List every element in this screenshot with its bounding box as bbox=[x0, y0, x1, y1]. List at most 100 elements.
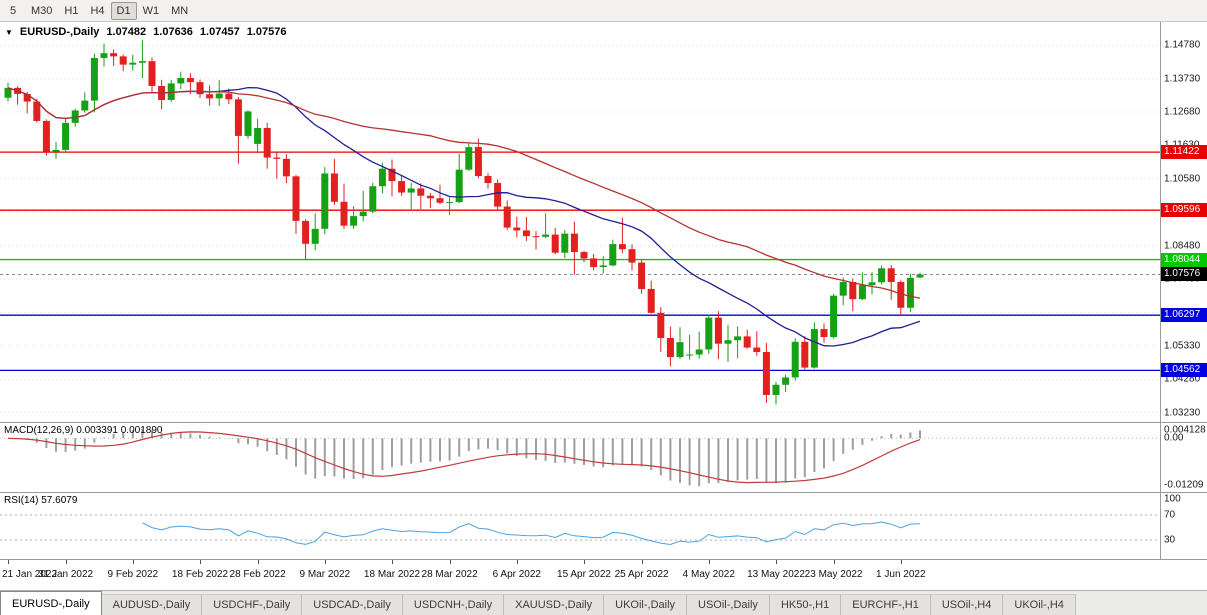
axis-label: 1.14780 bbox=[1164, 39, 1201, 51]
period-button-d1[interactable]: D1 bbox=[110, 1, 137, 20]
axis-label: 1.04280 bbox=[1164, 373, 1201, 385]
date-label: 18 Feb 2022 bbox=[171, 569, 229, 580]
tab-usoil-h4[interactable]: USOil-,H4 bbox=[930, 594, 1004, 615]
ohlc-close: 1.07576 bbox=[246, 26, 287, 38]
date-label: 25 Apr 2022 bbox=[614, 569, 669, 580]
date-tick bbox=[900, 560, 902, 564]
date-label: 28 Feb 2022 bbox=[229, 569, 286, 580]
axis-label: 0.004128 bbox=[1164, 424, 1206, 436]
macd-panel: MACD(12,26,9) 0.003391 0.001890 0.004128… bbox=[0, 422, 1207, 492]
date-tick bbox=[641, 560, 643, 564]
date-tick bbox=[449, 560, 451, 564]
macd-header: MACD(12,26,9) 0.003391 0.001890 bbox=[4, 425, 163, 436]
price-badge: 1.06297 bbox=[1161, 308, 1207, 323]
axis-label: 1.03230 bbox=[1164, 407, 1201, 419]
period-button-m30[interactable]: M30 bbox=[31, 4, 53, 17]
axis-label: 1.08480 bbox=[1164, 240, 1201, 252]
tab-usoil-daily[interactable]: USOil-,Daily bbox=[687, 594, 770, 615]
ohlc-high: 1.07636 bbox=[153, 26, 193, 38]
symbol-dropdown-icon[interactable]: ▼ bbox=[5, 27, 13, 37]
tab-hk50-h1[interactable]: HK50-,H1 bbox=[769, 594, 842, 615]
date-tick bbox=[65, 560, 67, 564]
axis-label: 1.10580 bbox=[1164, 173, 1201, 185]
date-tick bbox=[708, 560, 710, 564]
ohlc-low: 1.07457 bbox=[199, 26, 240, 38]
rsi-chart[interactable] bbox=[0, 493, 1160, 559]
period-button-5[interactable]: 5 bbox=[9, 4, 17, 17]
tab-ukoil-daily[interactable]: UKOil-,Daily bbox=[604, 594, 688, 615]
date-label: 4 May 2022 bbox=[682, 569, 735, 580]
date-tick bbox=[776, 560, 777, 564]
period-button-mn[interactable]: MN bbox=[171, 4, 189, 17]
date-tick bbox=[8, 560, 9, 564]
date-label: 31 Jan 2022 bbox=[38, 569, 94, 580]
tab-eurchf-h1[interactable]: EURCHF-,H1 bbox=[841, 594, 931, 615]
date-label: 21 Jan 2022 bbox=[2, 569, 58, 580]
date-axis: 21 Jan 2022 31 Jan 2022 9 Feb 2022 18 Feb 2… bbox=[0, 559, 1207, 590]
tab-usdcnh-daily[interactable]: USDCNH-,Daily bbox=[402, 594, 505, 615]
tab-usdchf-daily[interactable]: USDCHF-,Daily bbox=[202, 594, 303, 615]
price-badge: 1.04562 bbox=[1161, 363, 1207, 378]
period-button-h4[interactable]: H4 bbox=[90, 4, 105, 17]
candlestick-chart-pane[interactable]: ▼ EURUSD-,Daily 1.07482 1.07636 1.07457 … bbox=[0, 22, 1160, 422]
chart-symbol-title: EURUSD-,Daily bbox=[19, 26, 100, 38]
axis-label: 1.12680 bbox=[1164, 106, 1201, 118]
price-badge: 1.08044 bbox=[1161, 252, 1207, 267]
tab-usdcad-daily[interactable]: USDCAD-,Daily bbox=[302, 594, 403, 615]
moving-average-line-20 bbox=[7, 86, 921, 347]
price-badge: 1.11422 bbox=[1161, 145, 1207, 160]
period-toolbar: 5 M30 H1 H4 D1 W1 MN bbox=[0, 0, 1207, 22]
rsi-header: RSI(14) 57.6079 bbox=[4, 495, 78, 506]
candles-group bbox=[4, 39, 924, 405]
price-axis: 1.147801.137301.126801.116301.105801.095… bbox=[1160, 22, 1207, 422]
macd-chart[interactable] bbox=[0, 423, 1160, 492]
axis-label: -0.01209 bbox=[1164, 479, 1204, 491]
chart-tabbar: EURUSD-,Daily AUDUSD-,Daily USDCHF-,Daily U… bbox=[0, 590, 1207, 615]
moving-average-line-45 bbox=[7, 87, 921, 299]
rsi-axis: 100 70 30 bbox=[1160, 493, 1207, 559]
date-label: 23 May 2022 bbox=[804, 569, 863, 580]
tab-ukoil-h4[interactable]: UKOil-,H4 bbox=[1003, 594, 1076, 615]
main-chart-panel: ▼ EURUSD-,Daily 1.07482 1.07636 1.07457 … bbox=[0, 22, 1207, 422]
date-tick bbox=[833, 560, 835, 564]
price-badge: 1.09596 bbox=[1161, 203, 1207, 218]
date-label: 18 Mar 2022 bbox=[363, 569, 421, 580]
date-tick bbox=[132, 560, 134, 564]
macd-axis: 0.004128 0.00 -0.01209 bbox=[1160, 423, 1207, 492]
candlestick-chart[interactable] bbox=[0, 22, 1160, 422]
axis-label: 100 bbox=[1164, 493, 1181, 505]
date-tick bbox=[200, 560, 201, 564]
tab-xauusd-daily[interactable]: XAUUSD-,Daily bbox=[504, 594, 605, 615]
date-tick bbox=[516, 560, 518, 564]
date-label: 9 Mar 2022 bbox=[299, 569, 351, 580]
date-label: 9 Feb 2022 bbox=[107, 569, 159, 580]
date-label: 15 Apr 2022 bbox=[557, 569, 611, 580]
tab-audusd-daily[interactable]: AUDUSD-,Daily bbox=[101, 594, 203, 615]
chart-header: ▼ EURUSD-,Daily 1.07482 1.07636 1.07457 … bbox=[5, 26, 286, 38]
period-button-w1[interactable]: W1 bbox=[142, 4, 160, 17]
macd-histogram bbox=[16, 428, 921, 487]
rsi-indicator-pane[interactable]: RSI(14) 57.6079 bbox=[0, 493, 1160, 559]
date-tick bbox=[584, 560, 585, 564]
axis-label: 1.13730 bbox=[1164, 73, 1201, 85]
period-button-h1[interactable]: H1 bbox=[64, 4, 79, 17]
rsi-line bbox=[142, 521, 921, 546]
macd-signal-line bbox=[7, 431, 921, 484]
date-label: 6 Apr 2022 bbox=[492, 569, 541, 580]
axis-label: 1.05330 bbox=[1164, 340, 1201, 352]
axis-label: 30 bbox=[1164, 534, 1176, 546]
date-label: 1 Jun 2022 bbox=[876, 569, 926, 580]
date-tick bbox=[257, 560, 259, 564]
tab-eurusd-daily[interactable]: EURUSD-,Daily bbox=[0, 591, 102, 615]
price-badge: 1.07576 bbox=[1161, 267, 1207, 282]
macd-indicator-pane[interactable]: MACD(12,26,9) 0.003391 0.001890 bbox=[0, 423, 1160, 492]
rsi-panel: RSI(14) 57.6079 100 70 30 bbox=[0, 492, 1207, 559]
axis-label: 70 bbox=[1164, 509, 1176, 521]
ohlc-open: 1.07482 bbox=[106, 26, 147, 38]
date-label: 28 Mar 2022 bbox=[421, 569, 478, 580]
date-label: 13 May 2022 bbox=[747, 569, 805, 580]
axis-label: 0.00 bbox=[1164, 432, 1184, 444]
date-tick bbox=[324, 560, 326, 564]
date-tick bbox=[392, 560, 393, 564]
